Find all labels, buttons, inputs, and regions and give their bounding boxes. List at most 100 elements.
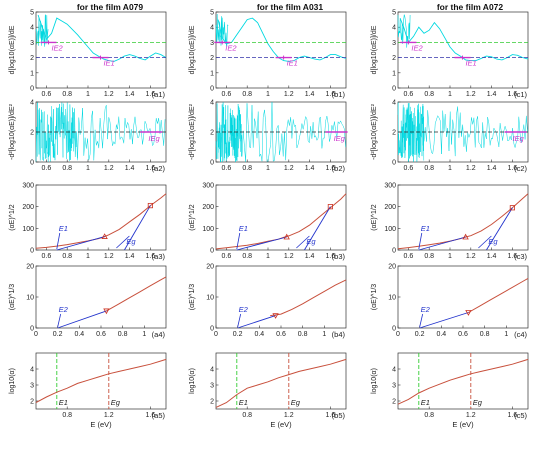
arrow-e2 [57,313,62,328]
x-tick-label: 0.8 [62,253,72,260]
x-tick-label: 0.6 [458,331,468,338]
panel-c3: 0.6 0.8 1 1.2 1.4 1.6 0 100 200 300 (αE)^1/2 (c3) E1… [371,183,529,261]
panels: 0.6 0.8 1 1.2 1.4 1.6 0 1 2 3 4 5 d[log10(αE)]/dE (a1… [9,10,529,429]
x-tick-label: 1 [266,253,270,260]
x-tick-label: 1 [266,91,270,98]
x-tick-label: 1.4 [125,91,135,98]
panel-c2: 0.6 0.8 1 1.2 1.4 1.6 0 2 4 -d²[log10(αE)]/dE² (c2… [371,100,529,173]
x-tick-label: 0.4 [254,331,264,338]
y-tick-label: 5 [392,10,396,17]
x-tick-label: 0.8 [62,91,72,98]
x-tick-label: 1.4 [487,91,497,98]
label-e1: E1 [421,398,430,407]
y-tick-label: 1 [392,70,396,77]
x-tick-label: 0 [34,331,38,338]
noise-band [35,102,78,162]
plot-frame [35,352,167,410]
x-tick-label: 0.8 [242,253,252,260]
fit-line-eg [124,205,151,251]
x-tick-label: 1 [142,331,146,338]
plot-frame [35,265,167,329]
x-tick-label: 0.2 [53,331,63,338]
x-tick-label: 0.8 [424,91,434,98]
y-tick-label: 20 [206,264,214,271]
plot-frame [215,352,347,410]
y-tick-label: 2 [210,55,214,62]
y-tick-label: 4 [210,100,214,107]
x-tick-label: 1.2 [466,412,476,419]
panel-label: (b5) [332,411,346,420]
panel-label: (c1) [514,90,527,99]
panel-label: (a5) [152,411,166,420]
y-tick-label: 0 [30,160,34,167]
y-tick-label: 4 [210,367,214,374]
fit-line-e2 [57,310,107,329]
x-tick-label: 0.8 [62,412,72,419]
arrow-eg [478,235,492,249]
plot-frame [215,265,347,329]
x-tick-label: 0.6 [222,253,232,260]
triangle-marker [462,233,469,240]
second-derivative-line [77,105,166,161]
intersect-label: IEg [148,134,160,143]
x-tick-label: 1.2 [104,412,114,419]
x-tick-label: 1.6 [146,91,156,98]
y-tick-label: 0 [30,86,34,93]
y-tick-label: 100 [22,226,34,233]
plot-frame [397,265,529,329]
panel-b2: 0.6 0.8 1 1.2 1.4 1.6 0 2 4 -d²[log10(αE)]/dE² (b2… [189,100,348,173]
label-eg: Eg [488,237,498,246]
derivative-line [37,14,167,62]
plot-frame [397,184,529,251]
arrow-eg [296,235,310,249]
x-tick-label: 1.6 [508,91,518,98]
y-axis-label: (αE)^1/2 [371,204,378,231]
x-tick-label: 1.2 [466,253,476,260]
y-tick-label: 1 [30,70,34,77]
x-tick-label: 0.8 [242,412,252,419]
y-tick-label: 2 [210,130,214,137]
x-tick-label: 1.2 [466,91,476,98]
panel-label: (a4) [152,330,166,339]
x-tick-label: 1 [322,331,326,338]
x-tick-label: 0.6 [222,165,232,172]
y-tick-label: 10 [388,295,396,302]
x-tick-label: 1 [448,253,452,260]
noise-trace [215,13,229,47]
panel-label: (c5) [514,411,527,420]
x-tick-label: 1.2 [284,91,294,98]
arrow-e2 [237,313,242,328]
intersect-label: IE1 [465,59,476,68]
label-eg: Eg [473,398,483,407]
y-tick-label: 3 [210,383,214,390]
x-tick-label: 0 [214,331,218,338]
data-curve [468,277,529,313]
x-tick-label: 0.6 [96,331,106,338]
intersect-label: IE1 [103,59,114,68]
noise-band [215,102,243,163]
intersect-label: IEg [512,134,524,143]
data-curve [215,193,347,250]
y-tick-label: 5 [210,10,214,17]
label-e2: E2 [239,305,249,314]
absorption-curve [397,358,529,405]
y-axis-label: d[log10(αE)]/dE [9,25,16,74]
panel-b3: 0.6 0.8 1 1.2 1.4 1.6 0 100 200 300 (αE)^1/2 (b3) E1… [189,183,347,261]
y-axis-label: (αE)^1/3 [189,284,196,311]
y-tick-label: 300 [202,183,214,190]
x-tick-label: 0.6 [222,91,232,98]
y-tick-label: 10 [206,295,214,302]
x-tick-label: 1.4 [487,165,497,172]
x-axis-label: E (eV) [452,420,474,429]
y-tick-label: 0 [210,86,214,93]
label-e1: E1 [59,224,68,233]
panel-label: (a2) [152,164,166,173]
panel-label: (c2) [514,164,527,173]
y-tick-label: 100 [384,226,396,233]
column-title-c: for the film A072 [437,2,504,12]
x-tick-label: 1.4 [305,165,315,172]
panel-b5: 0.8 1.2 1.6 2 3 4 log10(α) (b5) E (eV) E1 Eg [189,352,347,429]
data-curve [106,276,167,312]
